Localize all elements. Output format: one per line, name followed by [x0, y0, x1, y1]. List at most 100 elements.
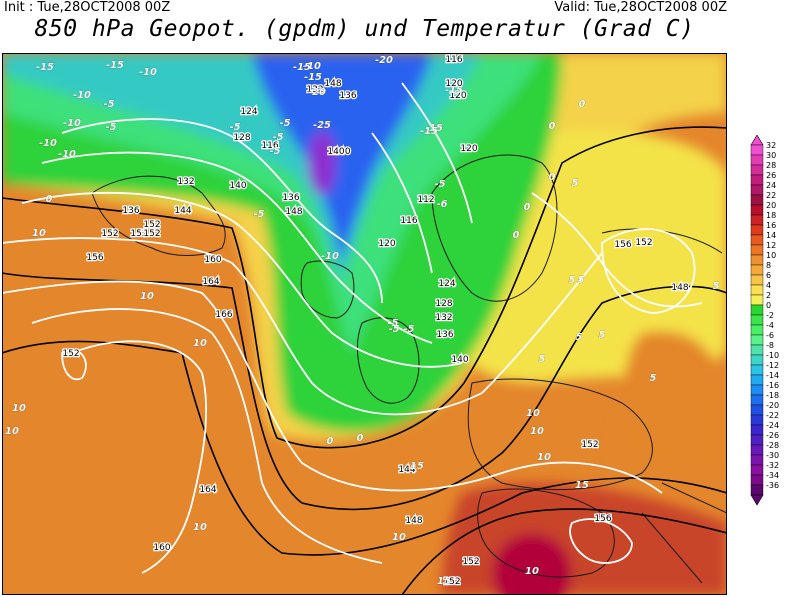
colorbar-cell: [750, 224, 764, 236]
geopotential-label: 132: [177, 177, 194, 187]
colorbar-label: 10: [766, 251, 776, 260]
temperature-label: 5: [576, 332, 583, 343]
colorbar-cell: [750, 154, 764, 166]
colorbar-cell: [750, 254, 764, 266]
colorbar-label: -2: [766, 311, 774, 320]
colorbar-label: 8: [766, 261, 771, 270]
colorbar-cell: [750, 404, 764, 416]
geopotential-label: 152: [581, 440, 598, 450]
temperature-label: -6: [436, 199, 447, 210]
temperature-label: 5: [599, 330, 606, 341]
temperature-label: -5: [387, 318, 398, 329]
temperature-label: 10: [5, 426, 19, 437]
geopotential-label: 152: [443, 577, 460, 587]
colorbar-label: 30: [766, 151, 776, 160]
temperature-label: -10: [58, 149, 76, 160]
temperature-label: -5: [105, 122, 116, 133]
colorbar-cell: [750, 304, 764, 316]
geopotential-label: 140: [229, 181, 246, 191]
temperature-label: -20: [308, 87, 326, 98]
geopotential-label: 120: [449, 91, 466, 101]
geopotential-label: 136: [282, 193, 299, 203]
temperature-label: 10: [140, 291, 154, 302]
geopotential-label: 156: [614, 240, 631, 250]
geopotential-label: 152: [462, 557, 479, 567]
temperature-label: 10: [526, 408, 540, 419]
isotherm-10: [2, 340, 727, 556]
geopotential-label: 120: [445, 79, 462, 89]
temperature-label: -20: [375, 55, 393, 66]
colorbar-cell: [750, 184, 764, 196]
scandinavia-coast: [431, 154, 558, 302]
contour-124: [61, 118, 383, 304]
temperature-label: -15: [420, 126, 438, 137]
colorbar-cell: [750, 174, 764, 186]
geopotential-label: 124: [240, 107, 257, 117]
temperature-label: -5: [229, 122, 240, 133]
geopotential-label: 160: [204, 255, 221, 265]
contour-164: [71, 340, 207, 574]
colorbar-cell: [750, 244, 764, 256]
colorbar-label: 16: [766, 221, 776, 230]
colorbar-cell: [750, 294, 764, 306]
temperature-label: 0: [549, 172, 556, 183]
isotherm-15: [401, 508, 727, 595]
colorbar-cell: [750, 444, 764, 456]
geopotential-label: 144: [174, 206, 191, 216]
geopotential-contours: [2, 82, 703, 574]
contour-152: [2, 280, 663, 494]
colorbar-label: -20: [766, 401, 779, 410]
colorbar-label: -32: [766, 461, 779, 470]
isotherms: [2, 126, 727, 595]
colorbar-label: 12: [766, 241, 776, 250]
temperature-label: 5: [569, 275, 576, 286]
contour-132: [41, 151, 433, 344]
temperature-label: 0: [549, 121, 556, 132]
colorbar-cell: [750, 424, 764, 436]
geopotential-label: 120: [378, 239, 395, 249]
geopotential-label: 140: [327, 147, 344, 157]
temp-zone-crimson: [492, 533, 572, 595]
temperature-label: 10: [530, 426, 544, 437]
colorbar-cell: [750, 464, 764, 476]
temperature-label: -10: [139, 67, 157, 78]
colorbar-label: -34: [766, 471, 779, 480]
geopotential-label: 152: [143, 220, 160, 230]
geopotential-label: 144: [398, 465, 415, 475]
temperature-label: -10: [73, 90, 91, 101]
contour-low-1: [371, 132, 433, 274]
temperature-label: -5: [279, 118, 290, 129]
geopotential-label: 128: [233, 133, 250, 143]
colorbar-label: 2: [766, 291, 771, 300]
temperature-label: 0: [524, 202, 531, 213]
chart-title: 850 hPa Geopot. (gpdm) und Temperatur (G…: [34, 16, 695, 42]
colorbar-cell: [750, 214, 764, 226]
geopotential-label: 160: [153, 543, 170, 553]
isotherm-5: [2, 272, 727, 511]
colorbar-cell: [750, 314, 764, 326]
geopotential-label: 132: [306, 85, 323, 95]
temperature-label: 10: [537, 452, 551, 463]
borders: [641, 482, 727, 584]
map-border: [2, 53, 727, 595]
colorbar-cell: [750, 274, 764, 286]
contour-156-south: [569, 518, 633, 564]
colorbar-cell: [750, 454, 764, 466]
temperature-label: 15: [410, 461, 424, 472]
temperature-label: -5: [103, 99, 114, 110]
geopotential-label: 148: [285, 207, 302, 217]
temperature-label: 5: [539, 354, 546, 365]
valid-time: Valid: Tue,28OCT2008 00Z: [554, 0, 727, 15]
geopotential-label: 152: [635, 238, 652, 248]
colorbar-label: -26: [766, 431, 779, 440]
temp-zone-violet: [308, 131, 336, 195]
colorbar-cell: [750, 234, 764, 246]
temperature-label: 5: [572, 178, 579, 189]
temperature-label: 0: [46, 194, 53, 205]
geopotential-label: 152: [101, 229, 118, 239]
temperature-label: -15: [445, 85, 463, 96]
colorbar-cell: [750, 354, 764, 366]
contour-140: [21, 191, 463, 368]
